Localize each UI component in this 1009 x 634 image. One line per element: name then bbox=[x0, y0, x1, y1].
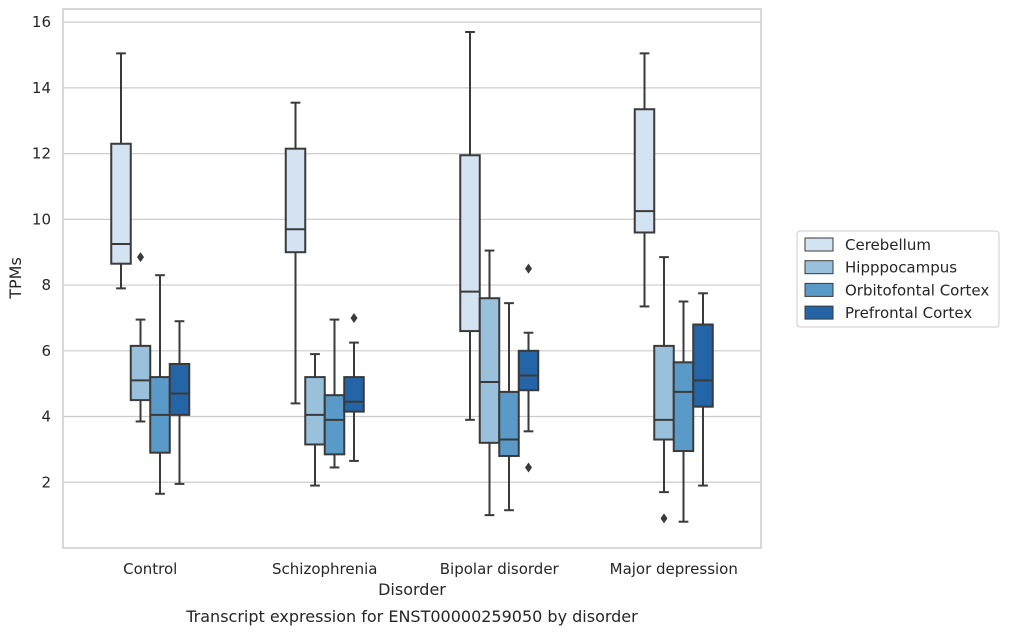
legend-swatch bbox=[804, 237, 834, 252]
legend-swatch bbox=[804, 305, 834, 320]
x-tick-labels: Control Schizophrenia Bipolar disorder Majo… bbox=[123, 560, 738, 578]
y-axis-label: TPMs bbox=[6, 257, 25, 300]
box-iqr bbox=[692, 323, 714, 408]
box-iqr bbox=[304, 376, 326, 446]
legend: Cerebellum Hipppocampus Orbitofontal Corte… bbox=[796, 230, 1000, 328]
legend-swatch bbox=[804, 260, 834, 275]
y-tick-label: 4 bbox=[41, 408, 51, 426]
box-prefrontal-cortex bbox=[692, 292, 714, 487]
x-axis-label: Disorder bbox=[378, 580, 446, 599]
legend-label: Orbitofontal Cortex bbox=[845, 281, 989, 299]
y-tick-label: 6 bbox=[41, 342, 51, 360]
box-layer bbox=[110, 31, 714, 524]
box-cerebellum bbox=[284, 101, 307, 405]
legend-label: Prefrontal Cortex bbox=[845, 304, 972, 322]
box-iqr bbox=[129, 344, 152, 402]
box-prefrontal-cortex bbox=[168, 320, 191, 485]
box-cerebellum bbox=[633, 52, 656, 308]
outlier-point bbox=[350, 312, 358, 323]
box-iqr bbox=[168, 362, 191, 416]
legend-label: Hipppocampus bbox=[845, 259, 957, 277]
chart-caption: Transcript expression for ENST0000025905… bbox=[185, 607, 638, 626]
box-iqr bbox=[284, 147, 307, 254]
y-tick-label: 12 bbox=[32, 145, 51, 163]
x-tick-label: Schizophrenia bbox=[272, 560, 377, 578]
y-tick-label: 14 bbox=[32, 79, 51, 97]
plot-background bbox=[63, 9, 761, 548]
box-iqr bbox=[343, 376, 365, 413]
legend-swatch bbox=[804, 282, 834, 297]
y-tick-label: 8 bbox=[41, 276, 51, 294]
box-hipppocampus bbox=[129, 252, 152, 423]
y-tick-label: 2 bbox=[41, 473, 51, 491]
outlier-point bbox=[137, 252, 144, 263]
outlier-point bbox=[660, 513, 668, 524]
box-orbitofontal-cortex bbox=[498, 302, 520, 512]
x-tick-label: Control bbox=[123, 560, 177, 578]
box-iqr bbox=[478, 297, 501, 444]
box-prefrontal-cortex bbox=[343, 312, 365, 462]
outlier-point bbox=[525, 462, 532, 473]
box-orbitofontal-cortex bbox=[672, 300, 695, 523]
x-tick-label: Major depression bbox=[610, 560, 738, 578]
box-iqr bbox=[459, 154, 481, 333]
box-cerebellum bbox=[459, 31, 481, 421]
box-hipppocampus bbox=[478, 249, 501, 517]
legend-label: Cerebellum bbox=[845, 236, 931, 254]
box-iqr bbox=[633, 108, 656, 234]
outlier-point bbox=[525, 263, 532, 274]
box-iqr bbox=[498, 390, 520, 457]
y-tick-label: 16 bbox=[32, 13, 51, 31]
x-tick-label: Bipolar disorder bbox=[440, 560, 560, 578]
legend-frame bbox=[796, 230, 1000, 328]
box-iqr bbox=[672, 361, 695, 453]
box-iqr bbox=[323, 394, 346, 456]
y-tick-label: 10 bbox=[32, 210, 51, 228]
box-orbitofontal-cortex bbox=[323, 318, 346, 469]
y-tick-labels: 2 4 6 8 10 12 14 16 bbox=[32, 13, 51, 491]
box-iqr bbox=[110, 142, 132, 265]
box-hipppocampus bbox=[304, 353, 326, 487]
box-prefrontal-cortex bbox=[517, 263, 540, 473]
box-iqr bbox=[653, 344, 675, 441]
box-cerebellum bbox=[110, 52, 132, 290]
box-iqr bbox=[517, 349, 540, 392]
plot-frame bbox=[62, 8, 762, 549]
